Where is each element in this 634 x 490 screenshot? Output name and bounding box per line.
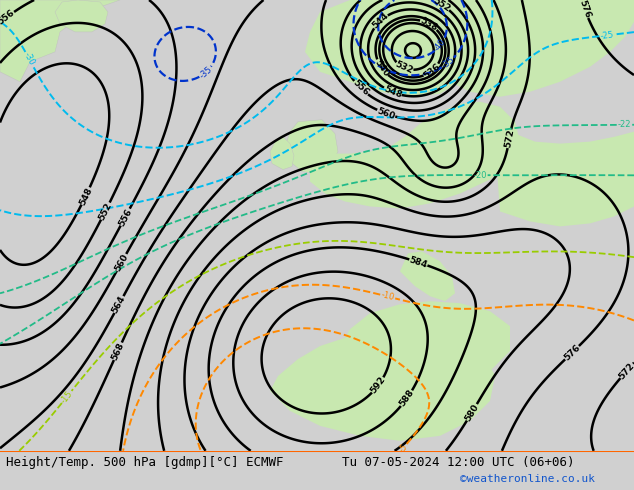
- Text: 572: 572: [617, 361, 634, 381]
- Text: 568: 568: [110, 341, 126, 362]
- Text: -22: -22: [618, 120, 631, 129]
- Text: -35: -35: [198, 65, 214, 80]
- Polygon shape: [338, 301, 510, 386]
- Text: Height/Temp. 500 hPa [gdmp][°C] ECMWF: Height/Temp. 500 hPa [gdmp][°C] ECMWF: [6, 456, 283, 469]
- Text: -30: -30: [22, 50, 36, 67]
- Text: 536: 536: [422, 61, 442, 80]
- Text: 560: 560: [113, 252, 130, 272]
- Polygon shape: [295, 122, 335, 172]
- Text: -5: -5: [397, 441, 410, 454]
- Text: 544: 544: [370, 11, 390, 31]
- Text: 592: 592: [369, 375, 387, 395]
- Polygon shape: [310, 102, 520, 208]
- Text: 552: 552: [97, 201, 113, 221]
- Text: 556: 556: [117, 207, 134, 227]
- Text: -25: -25: [600, 30, 614, 41]
- Text: 580: 580: [463, 402, 481, 422]
- Text: 564: 564: [110, 294, 127, 315]
- Text: -40: -40: [432, 37, 448, 53]
- Polygon shape: [285, 120, 338, 173]
- Text: -35: -35: [440, 55, 456, 71]
- Text: 576: 576: [562, 343, 582, 363]
- Polygon shape: [496, 122, 634, 226]
- Polygon shape: [55, 0, 108, 32]
- Polygon shape: [270, 326, 495, 441]
- Text: 588: 588: [398, 388, 416, 409]
- Polygon shape: [270, 136, 294, 170]
- Text: 560: 560: [376, 106, 396, 121]
- Text: 540: 540: [373, 58, 391, 78]
- Text: ©weatheronline.co.uk: ©weatheronline.co.uk: [460, 474, 595, 484]
- Polygon shape: [350, 0, 634, 97]
- Text: 548: 548: [77, 186, 94, 206]
- Text: -20: -20: [473, 171, 487, 180]
- Text: 532: 532: [394, 60, 415, 76]
- Text: -10: -10: [380, 291, 396, 302]
- Polygon shape: [0, 0, 120, 82]
- Polygon shape: [410, 0, 634, 67]
- Text: 552: 552: [431, 0, 452, 13]
- Text: 576: 576: [578, 0, 592, 20]
- Polygon shape: [400, 251, 455, 301]
- Text: Tu 07-05-2024 12:00 UTC (06+06): Tu 07-05-2024 12:00 UTC (06+06): [342, 456, 574, 469]
- Text: 556: 556: [0, 8, 16, 27]
- Text: 556: 556: [351, 78, 370, 98]
- Polygon shape: [305, 0, 480, 97]
- Text: 538: 538: [418, 16, 439, 32]
- Text: -15: -15: [59, 389, 74, 405]
- Text: 548: 548: [382, 84, 403, 100]
- Text: 572: 572: [503, 128, 515, 149]
- Text: 584: 584: [408, 255, 429, 270]
